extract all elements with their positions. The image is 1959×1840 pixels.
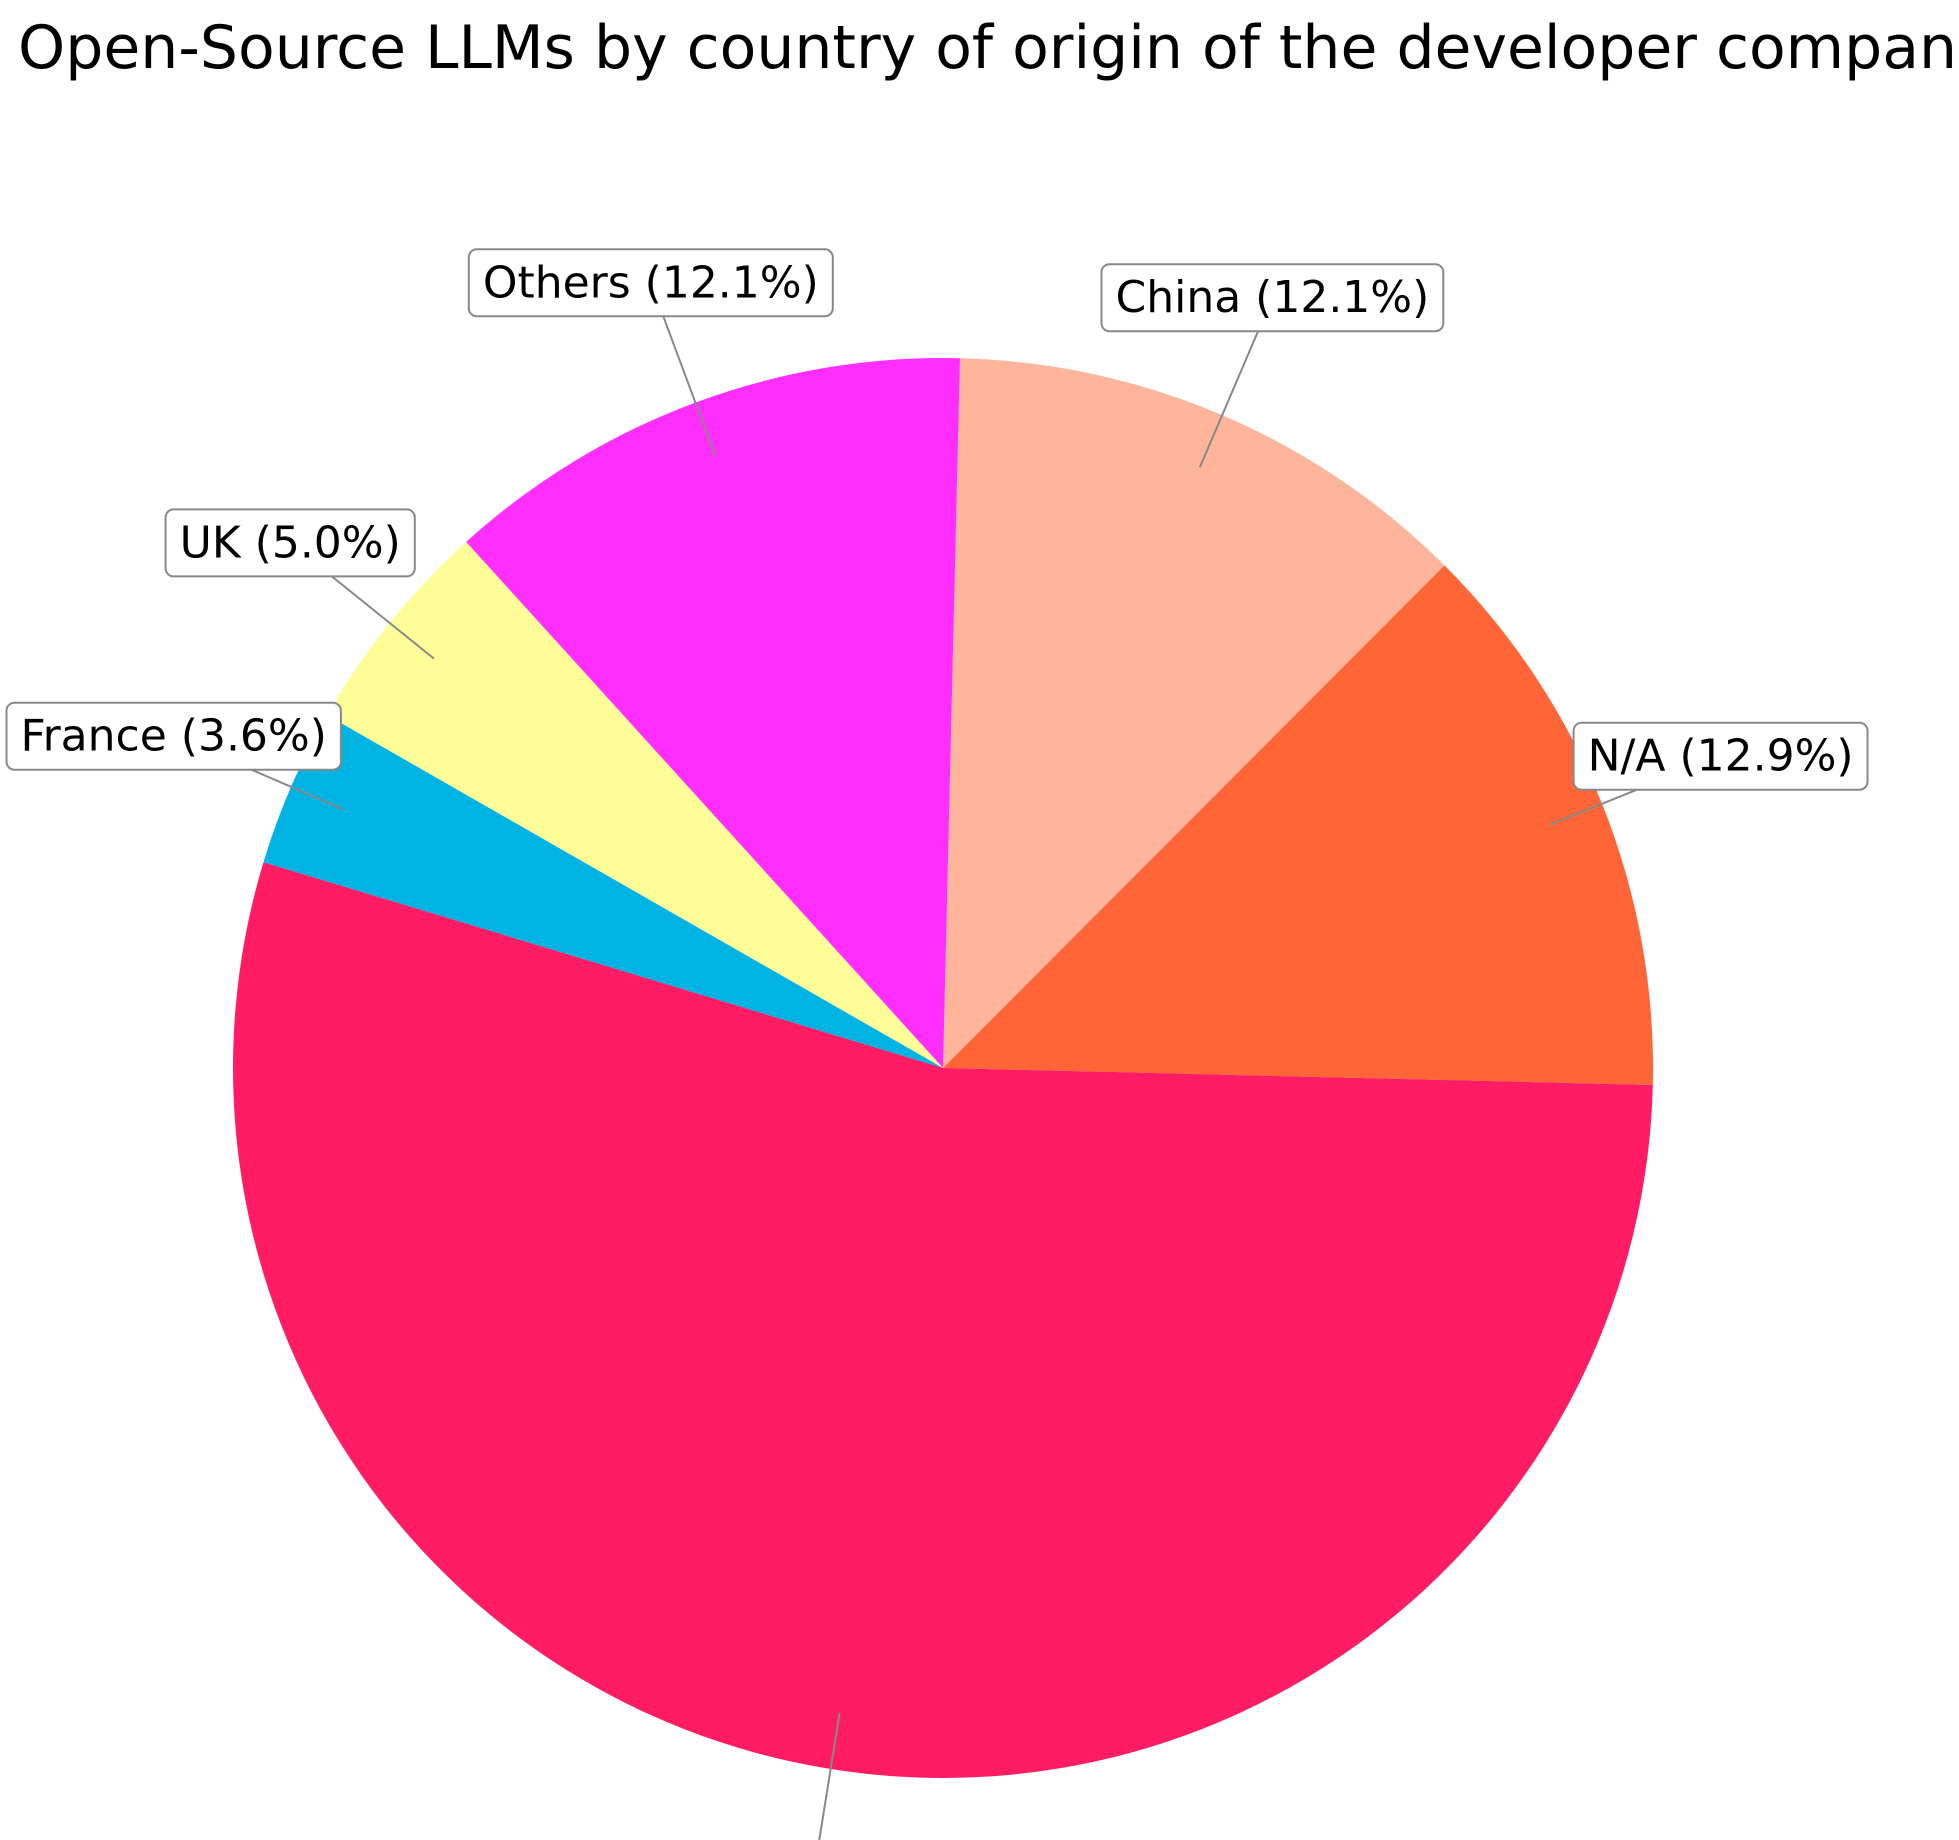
slice-label-others: Others (12.1%) bbox=[483, 257, 819, 308]
chart-title: Open-Source LLMs by country of origin of… bbox=[18, 13, 1959, 83]
slice-label-box-others bbox=[467, 248, 834, 318]
slice-label-box-n-a bbox=[1572, 721, 1869, 791]
pie-slice-france bbox=[263, 715, 944, 1068]
slice-label-uk: UK (5.0%) bbox=[180, 517, 401, 568]
leader-line-n-a bbox=[1548, 788, 1638, 826]
slice-label-france: France (3.6%) bbox=[20, 711, 326, 762]
leader-line-uk bbox=[331, 575, 435, 660]
leader-line-france bbox=[251, 768, 344, 811]
pie-slices bbox=[233, 357, 1654, 1778]
slice-labels: N/A (12.9%) China (12.1%) Others (12.1%) UK… bbox=[5, 248, 1869, 791]
slice-label-box-france bbox=[5, 701, 342, 771]
slice-label-box-uk bbox=[164, 508, 416, 578]
slice-label-n-a: N/A (12.9%) bbox=[1588, 731, 1854, 782]
slice-label-box-china bbox=[1100, 263, 1445, 333]
pie-slice-uk bbox=[326, 541, 943, 1068]
leader-line-usa bbox=[818, 1712, 841, 1840]
leader-line-others bbox=[662, 315, 717, 457]
pie-slice-usa bbox=[233, 862, 1653, 1778]
slice-label-china: China (12.1%) bbox=[1116, 272, 1430, 323]
pie-slice-china bbox=[943, 358, 1445, 1068]
pie-slice-n-a bbox=[943, 565, 1654, 1085]
pie-slice-others bbox=[466, 357, 960, 1068]
leader-lines bbox=[251, 315, 1638, 1840]
leader-line-china bbox=[1198, 330, 1260, 468]
